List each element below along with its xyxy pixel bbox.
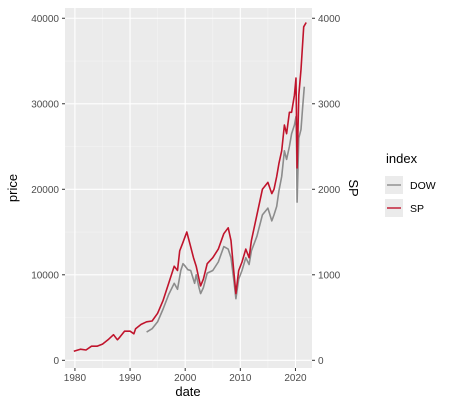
legend: index DOW SP bbox=[385, 151, 436, 217]
legend-label-dow: DOW bbox=[410, 180, 436, 192]
y-tick-label: 10000 bbox=[31, 270, 59, 281]
series-layer bbox=[73, 22, 307, 353]
legend-label-sp: SP bbox=[410, 203, 424, 215]
y-axis-title: price bbox=[5, 174, 20, 202]
x-tick-label: 1980 bbox=[64, 373, 87, 384]
y2-tick-label: 0 bbox=[318, 356, 324, 367]
y2-tick-label: 4000 bbox=[318, 14, 341, 25]
x-axis-title: date bbox=[175, 384, 200, 399]
x-tick-label: 1990 bbox=[119, 373, 142, 384]
y-tick-label: 40000 bbox=[31, 14, 59, 25]
y-tick-label: 20000 bbox=[31, 185, 59, 196]
x-tick-label: 2000 bbox=[174, 373, 197, 384]
series-line-dow bbox=[146, 86, 306, 333]
x-tick-label: 2010 bbox=[229, 373, 252, 384]
y-axis-ticks: 0 10000 20000 30000 40000 bbox=[31, 14, 65, 367]
y2-tick-label: 2000 bbox=[318, 185, 341, 196]
y-tick-label: 0 bbox=[53, 356, 59, 367]
grid bbox=[65, 8, 312, 368]
y2-axis-title: SP bbox=[346, 179, 361, 196]
y2-axis-ticks: 0 1000 2000 3000 4000 bbox=[312, 14, 341, 367]
y-tick-label: 30000 bbox=[31, 99, 59, 110]
y2-tick-label: 1000 bbox=[318, 270, 341, 281]
y2-tick-label: 3000 bbox=[318, 99, 341, 110]
series-line-sp bbox=[73, 22, 307, 353]
legend-title: index bbox=[386, 151, 418, 166]
panel-background bbox=[65, 8, 312, 368]
x-axis-ticks: 1980 1990 2000 2010 2020 bbox=[64, 368, 307, 384]
x-tick-label: 2020 bbox=[284, 373, 307, 384]
